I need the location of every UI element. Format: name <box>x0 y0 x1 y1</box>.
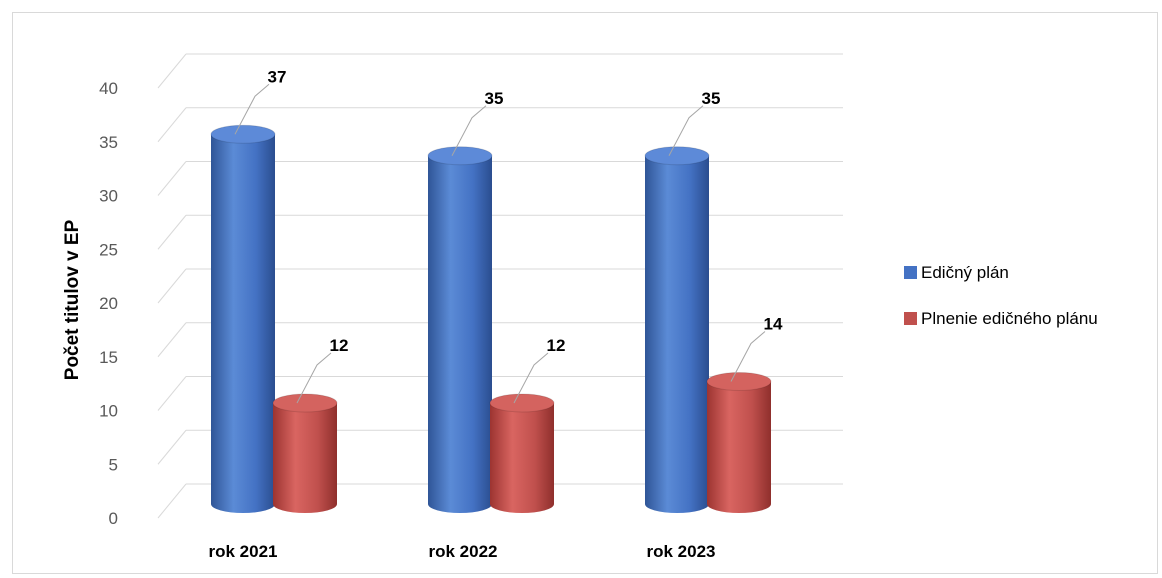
y-tick-label: 40 <box>99 79 118 98</box>
gridline-diagonal <box>157 376 187 411</box>
data-label: 35 <box>485 89 504 108</box>
bar-body <box>645 155 709 513</box>
leader-line <box>296 352 332 404</box>
y-tick-label: 20 <box>99 294 118 313</box>
y-tick-label: 0 <box>109 509 118 528</box>
bar-body <box>707 381 771 513</box>
x-category-label: rok 2023 <box>647 542 716 561</box>
bar-top <box>427 146 493 166</box>
bar-body <box>428 155 492 513</box>
bar-edicny-plan-2 <box>644 146 710 513</box>
bar-top <box>210 124 276 144</box>
bar-plnenie-2 <box>706 372 772 513</box>
chart-frame <box>12 12 1158 574</box>
y-axis-title: Počet titulov v EP <box>62 219 83 380</box>
gridline-diagonal <box>157 268 187 304</box>
y-tick-label: 5 <box>109 455 118 474</box>
gridline-diagonal <box>157 214 187 250</box>
gridline-diagonal <box>157 161 187 196</box>
bars <box>210 124 772 513</box>
data-label: 35 <box>702 89 721 108</box>
gridline-diagonal <box>157 322 187 358</box>
bar-top <box>489 393 555 413</box>
data-label: 12 <box>330 336 349 355</box>
y-tick-label: 15 <box>99 348 118 367</box>
leader-line <box>513 352 549 404</box>
bar-plnenie-1 <box>489 393 555 513</box>
bar-body <box>273 403 337 513</box>
bar-top <box>644 146 710 166</box>
data-label: 14 <box>764 315 783 334</box>
x-category-label: rok 2022 <box>429 542 498 561</box>
y-tick-label: 10 <box>99 402 118 421</box>
x-category-label: rok 2021 <box>209 542 278 561</box>
bar-edicny-plan-0 <box>210 124 276 513</box>
leader-line <box>730 331 766 382</box>
bar-plnenie-0 <box>272 393 338 513</box>
legend-label: Edičný plán <box>921 263 1009 282</box>
bar-top <box>272 393 338 413</box>
bar-body <box>490 403 554 513</box>
bar-edicny-plan-1 <box>427 146 493 513</box>
y-tick-label: 35 <box>99 133 118 152</box>
bar-body <box>211 134 275 513</box>
leader-line <box>451 105 487 156</box>
y-axis-ticks: 0 5 10 15 20 25 30 35 40 <box>99 79 118 528</box>
gridline-diagonal <box>157 107 187 143</box>
legend-label: Plnenie edičného plánu <box>921 309 1098 328</box>
gridline-diagonal <box>157 429 187 465</box>
bar-top <box>706 372 772 391</box>
y-tick-label: 25 <box>99 240 118 259</box>
gridline-diagonal <box>157 483 187 519</box>
legend: Edičný plán Plnenie edičného plánu <box>904 263 1098 328</box>
data-label: 37 <box>268 67 287 86</box>
data-label: 12 <box>547 336 566 355</box>
leader-line <box>668 105 704 156</box>
legend-swatch <box>904 266 917 279</box>
gridline-diagonal <box>157 53 187 89</box>
data-labels: 37 12 35 12 35 14 <box>234 67 783 404</box>
x-axis-categories: rok 2021 rok 2022 rok 2023 <box>209 542 716 561</box>
legend-swatch <box>904 312 917 325</box>
leader-line <box>234 83 270 135</box>
y-tick-label: 30 <box>99 187 118 206</box>
